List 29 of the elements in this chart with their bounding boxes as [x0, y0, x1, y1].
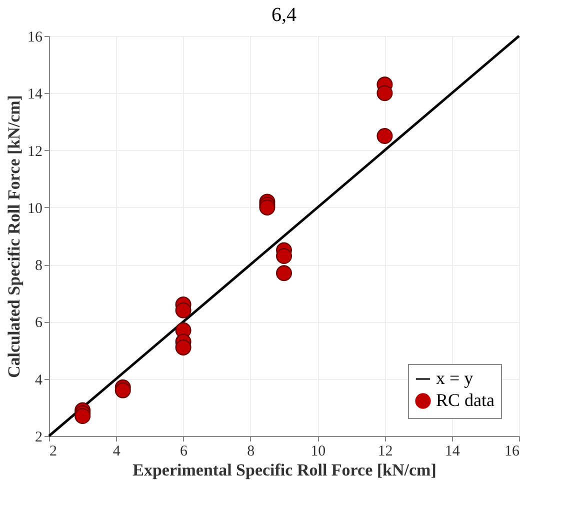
- x-tick-label: 4: [112, 444, 121, 460]
- point: [376, 128, 393, 144]
- x-tick-label: 14: [444, 444, 460, 460]
- y-tick-label: 16: [28, 30, 43, 46]
- x-axis-title: Experimental Specific Roll Force [kN/cm]: [132, 460, 436, 480]
- point: [114, 382, 131, 398]
- x-tick-label: 2: [50, 444, 57, 460]
- y-tick-label: 10: [28, 200, 42, 217]
- chart-title: 6,4: [272, 4, 296, 26]
- y-tick-label: 8: [35, 258, 42, 274]
- point: [376, 85, 393, 102]
- point: [276, 265, 292, 282]
- y-tick-label: 6: [35, 315, 43, 332]
- legend-label: x = y: [436, 368, 474, 388]
- x-tick-label: 12: [378, 444, 393, 460]
- x-tick-label: 6: [180, 444, 188, 460]
- y-tick-label: 4: [35, 372, 43, 388]
- x-tick-label: 16: [504, 444, 520, 460]
- legend-label: RC data: [436, 390, 494, 410]
- x-tick-label: 8: [247, 444, 255, 460]
- y-tick-label: 12: [28, 144, 42, 160]
- y-axis-title: Calculated Specific Roll Force [kN/cm]: [4, 95, 24, 378]
- point: [276, 248, 292, 264]
- point: [175, 302, 192, 318]
- point: [74, 408, 91, 424]
- y-tick-label: 2: [35, 430, 42, 446]
- y-tick-label: 14: [28, 86, 43, 103]
- point: [175, 339, 192, 356]
- x-tick-label: 10: [310, 444, 326, 460]
